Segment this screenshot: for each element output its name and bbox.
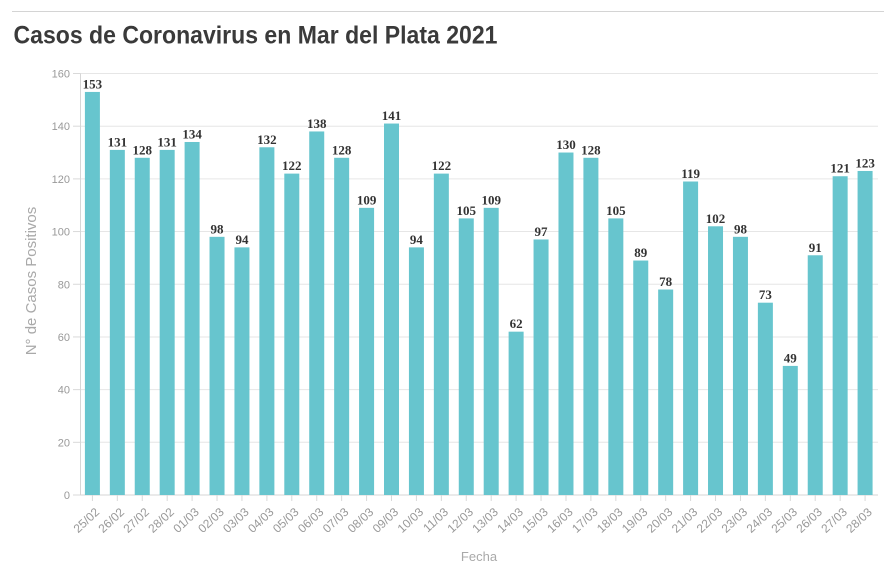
- svg-text:08/03: 08/03: [345, 505, 377, 536]
- svg-text:10/03: 10/03: [395, 505, 427, 536]
- svg-text:100: 100: [52, 227, 70, 239]
- svg-text:Fecha: Fecha: [461, 549, 498, 564]
- svg-text:153: 153: [83, 76, 103, 91]
- svg-text:134: 134: [182, 126, 202, 141]
- svg-text:26/03: 26/03: [793, 505, 825, 536]
- svg-text:02/03: 02/03: [195, 505, 227, 536]
- svg-text:105: 105: [606, 203, 626, 218]
- svg-text:132: 132: [257, 132, 277, 147]
- svg-text:98: 98: [211, 221, 225, 236]
- svg-text:27/03: 27/03: [818, 505, 850, 536]
- svg-text:141: 141: [382, 108, 402, 123]
- svg-text:49: 49: [784, 350, 798, 365]
- svg-text:131: 131: [157, 134, 177, 149]
- svg-text:73: 73: [759, 287, 773, 302]
- svg-text:26/02: 26/02: [96, 505, 128, 536]
- svg-text:16/03: 16/03: [544, 505, 576, 536]
- svg-text:27/02: 27/02: [120, 505, 152, 536]
- svg-text:N° de Casos Positivos: N° de Casos Positivos: [23, 207, 40, 356]
- svg-text:20: 20: [58, 437, 70, 449]
- svg-text:18/03: 18/03: [594, 505, 626, 536]
- svg-text:09/03: 09/03: [370, 505, 402, 536]
- svg-text:119: 119: [681, 166, 700, 181]
- svg-text:28/02: 28/02: [145, 505, 177, 536]
- svg-text:0: 0: [64, 490, 70, 502]
- svg-text:122: 122: [432, 158, 452, 173]
- svg-text:94: 94: [410, 232, 424, 247]
- svg-text:109: 109: [357, 192, 377, 207]
- svg-text:40: 40: [58, 385, 70, 397]
- svg-text:131: 131: [108, 134, 128, 149]
- svg-text:15/03: 15/03: [519, 505, 551, 536]
- svg-text:25/03: 25/03: [769, 505, 801, 536]
- svg-text:122: 122: [282, 158, 302, 173]
- svg-text:109: 109: [481, 192, 501, 207]
- svg-text:120: 120: [52, 174, 70, 186]
- svg-text:11/03: 11/03: [420, 505, 451, 535]
- svg-text:14/03: 14/03: [494, 505, 526, 536]
- svg-text:130: 130: [556, 137, 576, 152]
- svg-text:12/03: 12/03: [445, 505, 477, 536]
- svg-text:160: 160: [52, 69, 70, 81]
- svg-text:Casos de Coronavirus en Mar de: Casos de Coronavirus en Mar del Plata 20…: [14, 22, 498, 50]
- svg-text:128: 128: [332, 142, 352, 157]
- svg-text:78: 78: [659, 274, 673, 289]
- svg-text:138: 138: [307, 116, 327, 131]
- svg-text:23/03: 23/03: [719, 505, 751, 536]
- svg-text:01/03: 01/03: [170, 505, 202, 536]
- svg-text:24/03: 24/03: [744, 505, 776, 536]
- svg-text:105: 105: [457, 203, 477, 218]
- svg-text:28/03: 28/03: [843, 505, 875, 536]
- svg-text:140: 140: [52, 121, 70, 133]
- svg-text:22/03: 22/03: [694, 505, 726, 536]
- svg-text:03/03: 03/03: [220, 505, 252, 536]
- svg-text:94: 94: [235, 232, 249, 247]
- svg-text:128: 128: [581, 142, 601, 157]
- svg-text:121: 121: [830, 161, 850, 176]
- svg-text:07/03: 07/03: [320, 505, 352, 536]
- svg-text:98: 98: [734, 221, 748, 236]
- svg-text:13/03: 13/03: [469, 505, 501, 536]
- svg-text:05/03: 05/03: [270, 505, 302, 536]
- svg-text:80: 80: [58, 279, 70, 291]
- svg-text:20/03: 20/03: [644, 505, 676, 536]
- svg-text:123: 123: [855, 155, 875, 170]
- svg-text:25/02: 25/02: [71, 505, 103, 536]
- svg-text:89: 89: [634, 245, 648, 260]
- svg-text:17/03: 17/03: [569, 505, 601, 536]
- svg-text:102: 102: [706, 211, 726, 226]
- svg-text:04/03: 04/03: [245, 505, 277, 536]
- svg-text:06/03: 06/03: [295, 505, 327, 536]
- svg-text:97: 97: [535, 224, 549, 239]
- svg-text:128: 128: [133, 142, 153, 157]
- svg-text:21/03: 21/03: [669, 505, 701, 536]
- svg-text:62: 62: [510, 316, 523, 331]
- svg-text:91: 91: [809, 240, 822, 255]
- svg-text:19/03: 19/03: [619, 505, 651, 536]
- svg-text:60: 60: [58, 332, 70, 344]
